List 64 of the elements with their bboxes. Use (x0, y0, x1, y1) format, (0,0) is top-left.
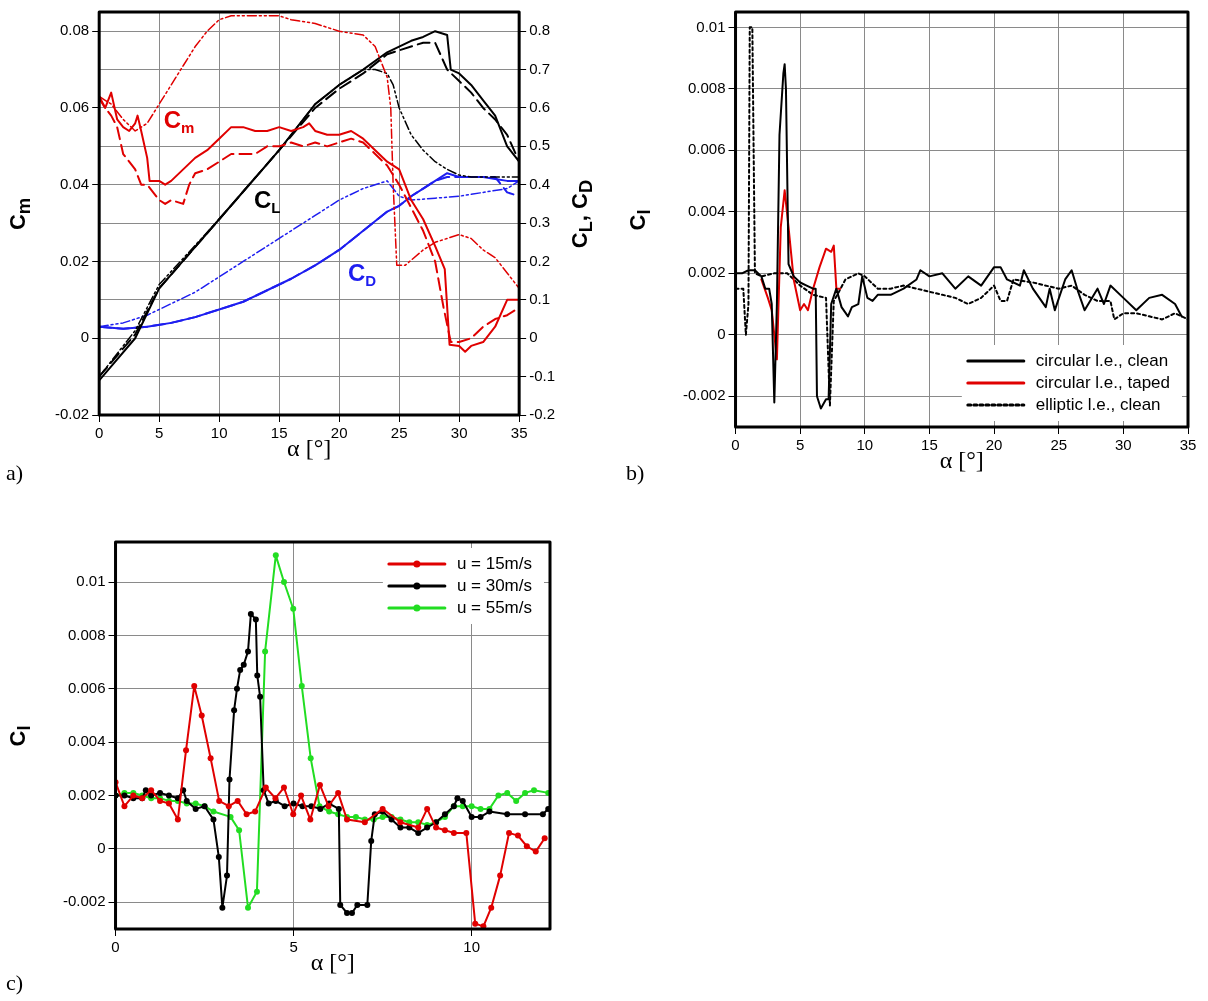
x-tick-label: 15 (921, 436, 938, 454)
text: b) (626, 460, 645, 486)
legend-label: u = 55m/s (456, 597, 532, 617)
y-tick-label: 0.002 (687, 263, 726, 281)
annotation: C$_{m}$ (163, 105, 195, 137)
x-axis-title: α [°] (310, 949, 355, 976)
y2-tick-label: 0.1 (529, 290, 551, 307)
y-tick-label: 0.008 (67, 625, 106, 643)
y-tick-label: 0.006 (67, 678, 106, 696)
x-tick-label: 30 (1115, 436, 1132, 454)
y2-tick-label: 0.5 (529, 136, 551, 154)
y-tick-label: 0.01 (76, 572, 106, 590)
y-tick-label: 0.08 (59, 21, 90, 39)
x-tick-label: 35 (1179, 436, 1197, 454)
y-tick-label: 0 (97, 839, 106, 857)
x-tick-label: 5 (796, 436, 805, 454)
x-tick-label: 30 (450, 424, 468, 442)
y2-tick-label: 0.4 (529, 174, 551, 192)
legend-label: circular l.e., taped (1035, 372, 1171, 392)
y-tick-label: 0.06 (59, 98, 90, 116)
y2-tick-label: -0.2 (529, 405, 556, 423)
y-tick-label: 0.004 (67, 732, 106, 750)
y-tick-label: -0.02 (54, 405, 90, 423)
x-tick-label: 35 (510, 424, 528, 442)
legend-label: elliptic l.e., clean (1035, 394, 1161, 414)
y2-tick-label: 0 (529, 328, 538, 346)
x-axis-title: α [°] (287, 435, 332, 462)
y2-tick-label: -0.1 (529, 366, 556, 384)
x-axis-title: α [°] (939, 447, 984, 474)
text: c) (6, 970, 24, 996)
y-tick-label: 0.04 (59, 174, 90, 192)
x-tick-label: 5 (155, 424, 164, 442)
x-tick-label: 25 (1050, 436, 1068, 454)
y2-tick-label: 0.8 (529, 21, 551, 39)
y-tick-label: 0.02 (59, 251, 90, 269)
legend-label: circular l.e., clean (1035, 350, 1169, 370)
x-tick-label: 0 (111, 938, 120, 956)
y-tick-label: 0.004 (687, 201, 726, 219)
y2-tick-label: 0.7 (529, 59, 551, 77)
x-tick-label: 10 (463, 938, 480, 956)
y2-tick-label: 0.6 (529, 98, 551, 116)
y2-tick-label: 0.2 (529, 251, 551, 269)
y-tick-label: 0 (80, 328, 90, 346)
x-tick-label: 10 (210, 424, 228, 442)
x-tick-label: 25 (390, 424, 408, 442)
x-tick-label: 10 (856, 436, 874, 454)
legend-label: u = 30m/s (456, 575, 532, 595)
y2-tick-label: 0.3 (529, 213, 551, 231)
y-tick-label: 0.002 (67, 785, 106, 803)
y-tick-label: 0 (717, 324, 726, 342)
x-tick-label: 20 (985, 436, 1003, 454)
annotation: C$_{D}$ (347, 258, 377, 290)
y-tick-label: -0.002 (62, 892, 106, 910)
y-tick-label: 0.006 (687, 140, 726, 158)
y-tick-label: 0.008 (687, 78, 726, 96)
y-tick-label: 0.01 (696, 17, 726, 35)
annotation: C$_{L}$ (253, 186, 281, 217)
y-tick-label: -0.002 (682, 386, 726, 404)
legend-label: u = 15m/s (456, 553, 532, 573)
x-tick-label: 0 (731, 436, 740, 454)
x-tick-label: 5 (289, 938, 298, 956)
x-tick-label: 20 (330, 424, 348, 442)
text: a) (6, 460, 24, 486)
x-tick-label: 15 (270, 424, 288, 442)
